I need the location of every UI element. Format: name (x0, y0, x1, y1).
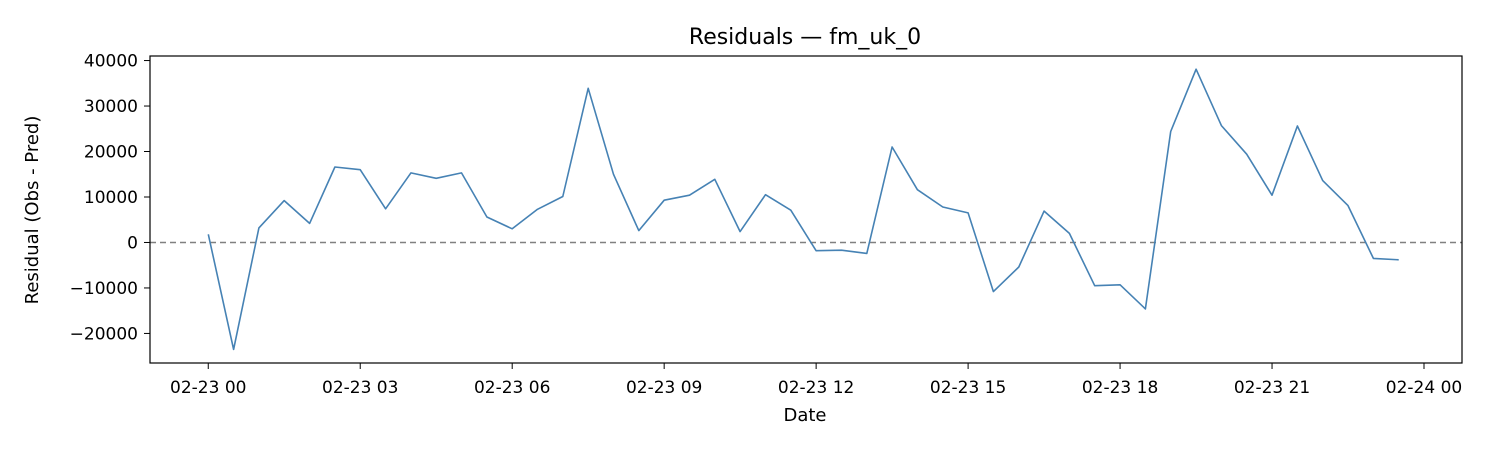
data-point (815, 250, 817, 252)
data-point (663, 199, 665, 201)
data-point (1018, 266, 1020, 268)
data-point (967, 212, 969, 214)
data-point (1094, 285, 1096, 287)
data-point (537, 208, 539, 210)
data-point (334, 166, 336, 168)
data-point (1296, 125, 1298, 127)
x-tick-label: 02-23 12 (778, 378, 854, 398)
x-tick-label: 02-23 06 (474, 378, 550, 398)
data-point (283, 200, 285, 202)
data-point (1119, 284, 1121, 286)
y-axis-label: Residual (Obs - Pred) (22, 116, 43, 305)
data-point (1347, 205, 1349, 207)
data-point (511, 228, 513, 230)
y-tick-label: 10000 (84, 188, 138, 208)
y-tick-label: −20000 (70, 324, 138, 344)
data-point (613, 173, 615, 175)
chart-title: Residuals — fm_uk_0 (689, 25, 921, 50)
x-tick-label: 02-23 21 (1234, 378, 1310, 398)
y-tick-label: 0 (127, 233, 138, 253)
data-point (385, 208, 387, 210)
y-tick-label: 30000 (84, 97, 138, 117)
y-tick-label: 20000 (84, 143, 138, 163)
x-tick-label: 02-23 00 (170, 378, 246, 398)
data-point (587, 87, 589, 89)
data-point (790, 209, 792, 211)
data-point (764, 194, 766, 196)
data-point (435, 177, 437, 179)
data-point (207, 233, 209, 235)
data-point (1398, 259, 1400, 261)
data-point (714, 178, 716, 180)
data-point (891, 146, 893, 148)
series-line-0 (207, 68, 1399, 351)
x-tick-label: 02-23 15 (930, 378, 1006, 398)
data-point (1271, 194, 1273, 196)
x-tick-label: 02-23 03 (322, 378, 398, 398)
data-point (688, 194, 690, 196)
data-point (1195, 68, 1197, 70)
data-point (233, 348, 235, 350)
data-point (916, 189, 918, 191)
data-point (638, 230, 640, 232)
data-point (562, 196, 564, 198)
data-point (309, 222, 311, 224)
x-axis-label: Date (783, 405, 826, 426)
x-tick-label: 02-23 18 (1082, 378, 1158, 398)
data-point (992, 291, 994, 293)
plot-frame (149, 55, 1463, 364)
y-tick-label: −10000 (70, 279, 138, 299)
x-tick-label: 02-24 00 (1386, 378, 1462, 398)
data-point (866, 252, 868, 254)
data-point (840, 249, 842, 251)
data-point (1144, 308, 1146, 310)
data-point (1170, 130, 1172, 132)
data-point (461, 172, 463, 174)
data-point (739, 231, 741, 233)
data-point (359, 169, 361, 171)
y-tick-label: 40000 (84, 52, 138, 72)
data-point (1322, 180, 1324, 182)
data-point (1220, 125, 1222, 127)
data-point (410, 172, 412, 174)
data-point (486, 216, 488, 218)
data-point (1246, 153, 1248, 155)
data-point (942, 206, 944, 208)
x-tick-label: 02-23 09 (626, 378, 702, 398)
data-point (258, 227, 260, 229)
data-point (1043, 210, 1045, 212)
data-point (1372, 257, 1374, 259)
data-point (1068, 232, 1070, 234)
plot-area: 02-23 00 02-23 03 02-23 06 02-23 09 02-23 12… (70, 52, 1463, 398)
